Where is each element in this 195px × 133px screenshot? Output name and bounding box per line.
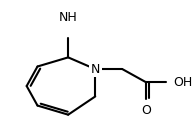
Text: N: N <box>90 63 100 76</box>
Text: OH: OH <box>173 76 192 89</box>
Text: NH: NH <box>59 11 78 24</box>
Text: O: O <box>141 104 151 117</box>
